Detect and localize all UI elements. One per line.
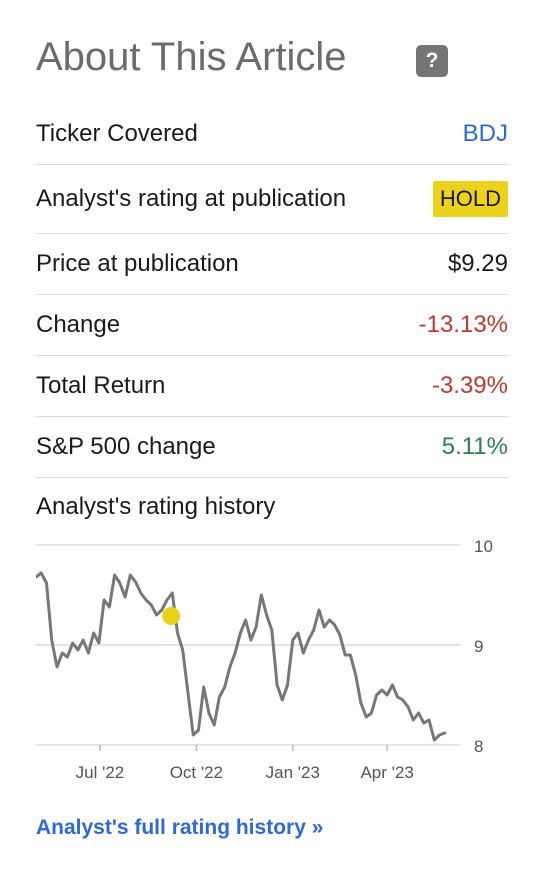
change-label: Change [36,311,121,338]
y-tick-label: 8 [474,737,483,756]
y-tick-label: 10 [474,537,493,556]
x-tick-label: Oct '22 [170,763,223,782]
header: About This Article ? [36,30,508,90]
x-tick-label: Jan '23 [266,763,320,782]
y-tick-label: 9 [474,637,483,656]
price-label: Price at publication [36,250,239,277]
question-mark-icon[interactable]: ? [416,45,448,77]
ticker-link[interactable]: BDJ [462,120,508,147]
price-chart-svg: 10 9 8 Jul '22 Oct '22 Jan '23 Apr '23 [36,537,493,782]
x-tick-label: Apr '23 [360,763,413,782]
total-return-value: -3.39% [431,372,508,399]
sp500-label: S&P 500 change [36,433,216,460]
rating-badge: HOLD [432,181,508,217]
rating-row: Analyst's rating at publication HOLD [36,165,508,234]
x-tick-label: Jul '22 [76,763,125,782]
rating-history-chart: 10 9 8 Jul '22 Oct '22 Jan '23 Apr '23 [36,530,516,790]
change-row: Change -13.13% [36,295,508,356]
total-return-row: Total Return -3.39% [36,356,508,417]
price-value: $9.29 [447,250,508,277]
rating-label: Analyst's rating at publication [36,185,347,212]
change-value: -13.13% [418,311,508,338]
page-title: About This Article [36,35,347,79]
sp500-row: S&P 500 change 5.11% [36,417,508,478]
total-return-label: Total Return [36,372,166,399]
ticker-label: Ticker Covered [36,120,198,147]
price-row: Price at publication $9.29 [36,234,508,295]
price-line [36,571,447,742]
full-rating-history-link[interactable]: Analyst's full rating history » [36,816,324,839]
sp500-value: 5.11% [441,433,508,460]
rating-marker[interactable] [162,607,181,625]
article-stats: Ticker Covered BDJ Analyst's rating at p… [36,104,508,478]
rating-history-label: Analyst's rating history [36,493,276,520]
ticker-row: Ticker Covered BDJ [36,104,508,165]
